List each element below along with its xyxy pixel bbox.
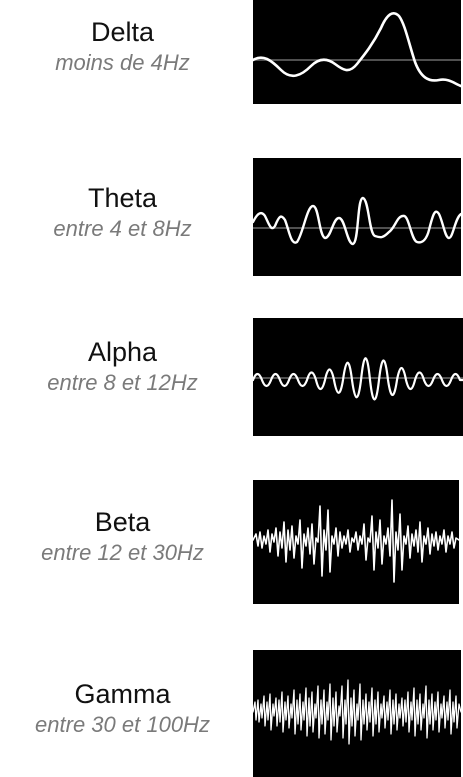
- band-name: Delta: [0, 16, 245, 48]
- band-delta: Delta moins de 4Hz: [0, 0, 463, 110]
- waveform-alpha: [253, 318, 463, 436]
- band-theta: Theta entre 4 et 8Hz: [0, 158, 463, 278]
- band-label-gamma: Gamma entre 30 et 100Hz: [0, 678, 245, 740]
- waveform-delta: [253, 0, 461, 104]
- waveform-beta: [253, 480, 459, 604]
- band-label-theta: Theta entre 4 et 8Hz: [0, 182, 245, 244]
- band-frequency-range: entre 4 et 8Hz: [0, 214, 245, 244]
- band-name: Beta: [0, 506, 245, 538]
- band-name: Theta: [0, 182, 245, 214]
- waveform-gamma: [253, 650, 461, 777]
- band-frequency-range: entre 12 et 30Hz: [0, 538, 245, 568]
- band-frequency-range: entre 8 et 12Hz: [0, 368, 245, 398]
- waveform-theta: [253, 158, 461, 276]
- band-beta: Beta entre 12 et 30Hz: [0, 480, 463, 606]
- band-name: Gamma: [0, 678, 245, 710]
- band-label-beta: Beta entre 12 et 30Hz: [0, 506, 245, 568]
- band-frequency-range: moins de 4Hz: [0, 48, 245, 78]
- band-alpha: Alpha entre 8 et 12Hz: [0, 318, 463, 438]
- band-frequency-range: entre 30 et 100Hz: [0, 710, 245, 740]
- band-name: Alpha: [0, 336, 245, 368]
- band-gamma: Gamma entre 30 et 100Hz: [0, 650, 463, 777]
- band-label-delta: Delta moins de 4Hz: [0, 16, 245, 78]
- band-label-alpha: Alpha entre 8 et 12Hz: [0, 336, 245, 398]
